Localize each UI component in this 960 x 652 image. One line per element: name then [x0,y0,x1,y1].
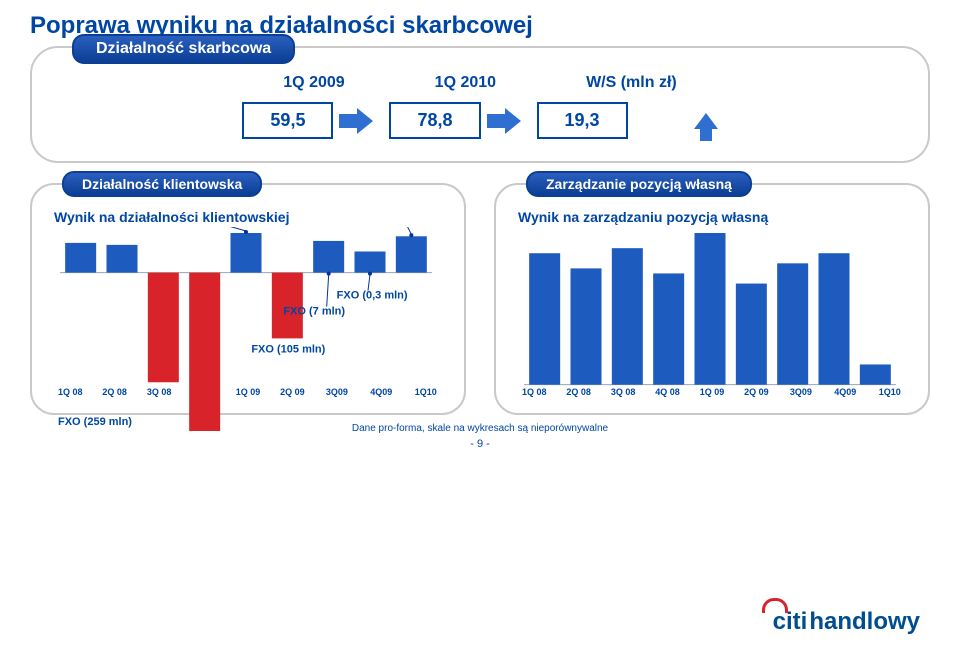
logo-sub: handlowy [809,608,920,635]
logo: citihandlowy [740,608,920,636]
right-panel: Zarządzanie pozycją własną Wynik na zarz… [494,183,930,415]
right-chart [510,227,914,387]
page-number: - 9 - [30,438,930,450]
hdr-2: W/S (mln zł) [586,74,677,92]
logo-arc-icon [762,598,788,613]
svg-text:FXO (7 mln): FXO (7 mln) [283,306,345,318]
val-1: 78,8 [389,102,480,139]
right-panel-tab: Zarządzanie pozycją własną [526,171,752,197]
left-chart: FXO 9 mlnFXO 17 mlnFXO (0,3 mln)FXO (7 m… [46,227,450,387]
left-panel: Działalność klientowska Wynik na działal… [30,183,466,415]
left-panel-tab: Działalność klientowska [62,171,262,197]
val-2: 19,3 [537,102,628,139]
hdr-1: 1Q 2010 [435,74,496,92]
val-0: 59,5 [242,102,333,139]
top-values: 59,5 78,8 19,3 [56,102,904,139]
arrow-up-icon [694,113,718,129]
hdr-0: 1Q 2009 [283,74,344,92]
right-subtitle: Wynik na zarządzaniu pozycją własną [518,209,914,225]
svg-text:FXO (105 mln): FXO (105 mln) [251,343,325,355]
top-headers: 1Q 2009 1Q 2010 W/S (mln zł) [56,74,904,92]
top-panel-tab: Działalność skarbcowa [72,34,295,64]
svg-text:FXO (259 mln): FXO (259 mln) [58,416,132,428]
svg-text:FXO (0,3 mln): FXO (0,3 mln) [337,290,408,302]
left-subtitle: Wynik na działalności klientowskiej [54,209,450,225]
top-panel: Działalność skarbcowa 1Q 2009 1Q 2010 W/… [30,46,930,163]
